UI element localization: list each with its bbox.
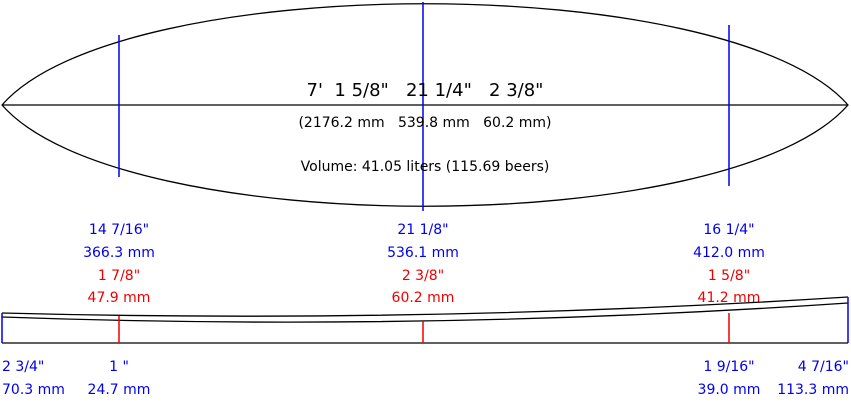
thickness-in: 2 3/8" (402, 268, 444, 284)
thickness-mm: 47.9 mm (88, 290, 151, 306)
rocker-in: 4 7/16" (798, 359, 849, 375)
rocker-mm: 24.7 mm (88, 382, 151, 398)
thickness-in: 1 7/8" (98, 268, 140, 284)
stations: 14 7/16" 366.3 mm 1 7/8" 47.9 mm 21 1/8"… (83, 222, 765, 306)
thickness-mm: 60.2 mm (392, 290, 455, 306)
thickness-in: 1 5/8" (708, 268, 750, 284)
width-mm: 366.3 mm (83, 245, 155, 261)
rocker-in: 1 9/16" (703, 359, 754, 375)
width-mm: 412.0 mm (693, 245, 765, 261)
rocker-mm: 113.3 mm (777, 382, 849, 398)
deck-curve (1, 296, 849, 317)
width-in: 14 7/16" (89, 222, 149, 238)
dimensions-metric: (2176.2 mm 539.8 mm 60.2 mm) (298, 115, 551, 131)
rocker-mm: 70.3 mm (2, 382, 65, 398)
profile (1, 296, 849, 344)
width-in: 16 1/4" (703, 222, 754, 238)
width-in: 21 1/8" (397, 222, 448, 238)
rocker-labels: 2 3/4" 70.3 mm 1 " 24.7 mm 1 9/16" 39.0 … (2, 359, 849, 398)
rocker-in: 1 " (109, 359, 129, 375)
rocker-mm: 39.0 mm (698, 382, 761, 398)
dimensions-imperial: 7' 1 5/8" 21 1/4" 2 3/8" (307, 80, 544, 101)
thickness-mm: 41.2 mm (698, 290, 761, 306)
volume: Volume: 41.05 liters (115.69 beers) (301, 159, 550, 175)
width-mm: 536.1 mm (387, 245, 459, 261)
rocker-in: 2 3/4" (2, 359, 44, 375)
